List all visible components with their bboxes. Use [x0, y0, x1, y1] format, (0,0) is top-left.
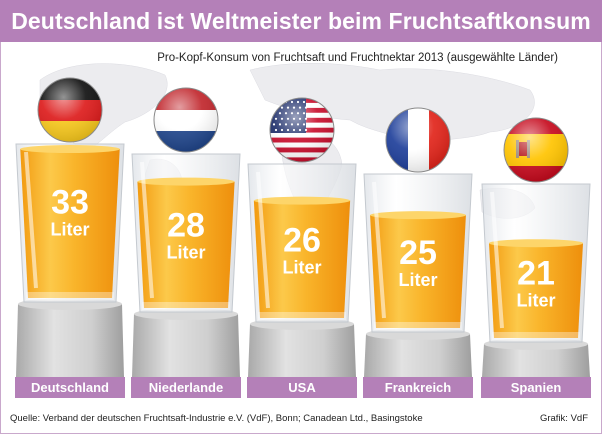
glass-highlight	[24, 151, 38, 289]
glass-base	[142, 302, 230, 310]
value-label: 25	[399, 234, 437, 272]
category-band	[247, 377, 357, 398]
unit-label: Liter	[516, 291, 555, 311]
category-band	[15, 377, 125, 398]
juice-surface	[20, 145, 120, 154]
title-banner	[0, 0, 602, 42]
juice-surface	[253, 196, 351, 205]
value-label: 21	[517, 255, 555, 293]
chart-subtitle: Pro-Kopf-Konsum von Fruchtsaft und Fruch…	[157, 52, 558, 64]
pedestal	[132, 311, 240, 377]
glass-highlight	[140, 161, 154, 299]
pedestal	[364, 331, 472, 377]
graphic-credit: Grafik: VdF	[539, 413, 588, 424]
unit-label: Liter	[398, 270, 437, 290]
juice-surface	[137, 177, 235, 186]
value-label: 26	[283, 222, 321, 260]
category-label: Niederlande	[149, 380, 223, 395]
glass-base	[492, 332, 580, 340]
juice-surface	[488, 239, 584, 248]
juice-bar	[137, 181, 235, 308]
category-band	[131, 377, 241, 398]
france-flag-icon	[385, 107, 451, 173]
glass-base	[374, 322, 462, 330]
juice-bar	[370, 215, 466, 328]
source-note: Quelle: Verband der deutschen Fruchtsaft…	[10, 413, 423, 424]
juice-bar	[488, 243, 584, 338]
usa-flag-icon	[269, 97, 335, 163]
glass-base	[26, 292, 114, 300]
category-label: USA	[288, 380, 316, 395]
category-band	[363, 377, 473, 398]
juice-bar	[253, 200, 351, 318]
category-label: Frankreich	[385, 380, 452, 395]
pedestal	[482, 341, 590, 377]
category-label: Spanien	[511, 380, 562, 395]
value-label: 33	[51, 183, 89, 221]
unit-label: Liter	[282, 258, 321, 278]
pedestal	[16, 301, 124, 377]
pedestal	[248, 321, 356, 377]
glass-highlight	[490, 191, 504, 329]
unit-label: Liter	[166, 242, 205, 262]
juice-bar	[20, 149, 120, 298]
category-label: Deutschland	[31, 380, 109, 395]
glass-base	[258, 312, 346, 320]
spain-flag-icon	[503, 117, 569, 183]
netherlands-flag-icon	[153, 87, 219, 153]
juice-surface	[370, 211, 466, 220]
unit-label: Liter	[50, 219, 89, 239]
chart-title: Deutschland ist Weltmeister beim Fruchts…	[11, 8, 591, 34]
category-band	[481, 377, 591, 398]
glass-highlight	[256, 171, 270, 309]
glass-highlight	[372, 181, 386, 319]
germany-flag-icon	[37, 77, 103, 143]
value-label: 28	[167, 206, 205, 244]
